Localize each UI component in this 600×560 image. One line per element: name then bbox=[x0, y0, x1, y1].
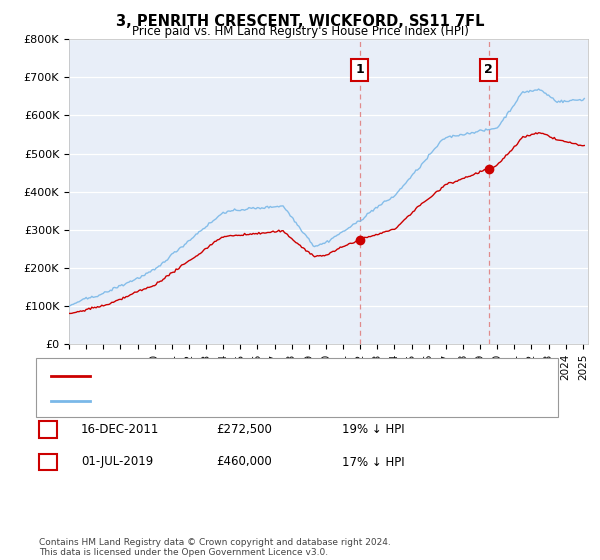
Text: 3, PENRITH CRESCENT, WICKFORD, SS11 7FL: 3, PENRITH CRESCENT, WICKFORD, SS11 7FL bbox=[116, 14, 484, 29]
Text: Contains HM Land Registry data © Crown copyright and database right 2024.
This d: Contains HM Land Registry data © Crown c… bbox=[39, 538, 391, 557]
Text: 2: 2 bbox=[44, 455, 52, 469]
Text: £460,000: £460,000 bbox=[216, 455, 272, 469]
Text: 2: 2 bbox=[484, 63, 493, 76]
Text: 19% ↓ HPI: 19% ↓ HPI bbox=[342, 423, 404, 436]
Text: 1: 1 bbox=[355, 63, 364, 76]
Text: 17% ↓ HPI: 17% ↓ HPI bbox=[342, 455, 404, 469]
Text: HPI: Average price, detached house, Basildon: HPI: Average price, detached house, Basi… bbox=[99, 396, 337, 406]
Text: 16-DEC-2011: 16-DEC-2011 bbox=[81, 423, 160, 436]
Text: 3, PENRITH CRESCENT, WICKFORD, SS11 7FL (detached house): 3, PENRITH CRESCENT, WICKFORD, SS11 7FL … bbox=[99, 371, 428, 381]
Text: £272,500: £272,500 bbox=[216, 423, 272, 436]
Text: 01-JUL-2019: 01-JUL-2019 bbox=[81, 455, 153, 469]
Text: 1: 1 bbox=[44, 423, 52, 436]
Text: Price paid vs. HM Land Registry's House Price Index (HPI): Price paid vs. HM Land Registry's House … bbox=[131, 25, 469, 38]
